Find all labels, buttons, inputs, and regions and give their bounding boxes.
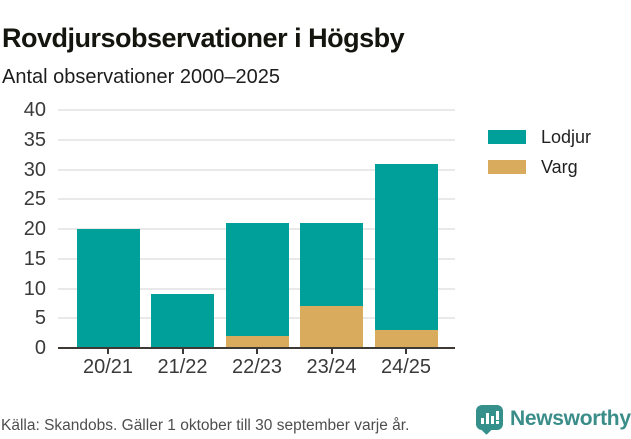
chart-subtitle: Antal observationer 2000–2025 — [2, 66, 280, 88]
gridline — [58, 168, 455, 171]
y-tick-label: 5 — [34, 307, 46, 330]
newsworthy-logo: Newsworthy — [476, 405, 631, 435]
x-tick-label: 24/25 — [380, 356, 432, 378]
y-tick-label: 0 — [34, 337, 46, 359]
brand-name: Newsworthy — [510, 407, 631, 430]
y-tick-label: 30 — [23, 158, 46, 181]
x-tick-mark — [330, 348, 333, 354]
gridline — [58, 138, 455, 141]
bar-segment — [374, 330, 438, 348]
bar-chart-speech-bubble-icon — [476, 405, 503, 435]
x-axis-line — [58, 347, 455, 349]
source-note: Källa: Skandobs. Gäller 1 oktober till 3… — [1, 417, 410, 434]
x-tick-mark — [181, 348, 184, 354]
gridline — [58, 109, 455, 111]
bar-segment — [374, 163, 438, 331]
chart-title: Rovdjursobservationer i Högsby — [2, 23, 405, 54]
legend-item: Lodjur — [488, 128, 591, 146]
x-tick-mark — [405, 348, 407, 354]
bar-segment — [76, 229, 140, 348]
bar-segment — [151, 294, 214, 348]
y-tick-label: 35 — [23, 128, 46, 151]
x-tick-mark — [107, 348, 109, 354]
bar-segment — [300, 306, 363, 348]
bar-segment — [225, 223, 289, 337]
bar-segment — [225, 336, 289, 348]
y-axis-labels: 0 5 10 15 20 25 30 35 40 — [0, 99, 46, 359]
legend-swatch — [488, 130, 526, 144]
x-tick-label: 21/22 — [157, 356, 208, 378]
speech-bubble-tail — [480, 422, 493, 435]
legend-label: Varg — [541, 157, 578, 177]
x-axis-labels: 20/21 21/22 22/23 23/24 24/25 — [58, 356, 455, 380]
legend: Lodjur Varg — [488, 128, 591, 188]
bar-segment — [300, 223, 363, 307]
x-tick-label: 20/21 — [82, 356, 134, 378]
y-tick-label: 20 — [23, 218, 46, 240]
y-tick-label: 10 — [23, 277, 46, 300]
y-tick-label: 25 — [23, 188, 46, 211]
x-tick-label: 22/23 — [231, 356, 283, 378]
exclamation-dot — [496, 421, 499, 424]
x-tick-label: 23/24 — [306, 356, 357, 378]
x-tick-mark — [256, 348, 258, 354]
legend-swatch — [488, 160, 526, 174]
gridline — [58, 198, 455, 201]
legend-item: Varg — [488, 158, 591, 176]
plot-area — [58, 109, 455, 354]
legend-label: Lodjur — [541, 127, 592, 147]
y-tick-label: 40 — [23, 99, 46, 121]
y-tick-label: 15 — [23, 247, 46, 270]
